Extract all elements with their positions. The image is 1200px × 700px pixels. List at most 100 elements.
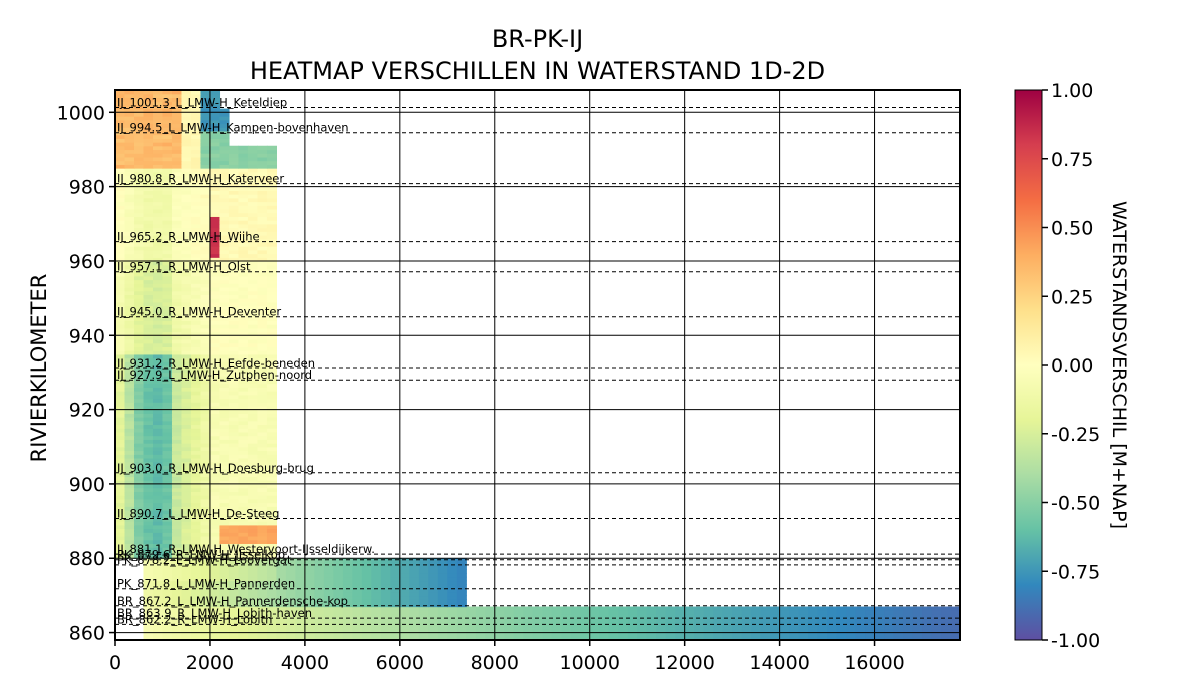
heatmap-cell [238,584,249,589]
heatmap-cell [200,576,211,582]
heatmap-cell [238,338,249,344]
heatmap-cell [171,606,183,611]
heatmap-cell [124,312,135,318]
heatmap-cell [171,495,183,500]
heatmap-cell [789,617,800,623]
heatmap-cell [115,528,126,533]
heatmap-cell [190,576,202,582]
heatmap-cell [893,625,904,630]
heatmap-cell [209,602,221,608]
heatmap-cell [485,610,496,615]
heatmap-cell [266,216,277,221]
heatmap-cell [181,164,192,169]
heatmap-cell [143,372,154,377]
heatmap-cell [266,205,277,210]
heatmap-cell [247,182,259,188]
heatmap-cell [257,561,268,567]
heatmap-cell [475,606,486,611]
heatmap-cell [437,636,448,641]
heatmap-cell [162,238,173,243]
heatmap-cell [257,528,268,533]
heatmap-cell [152,595,164,600]
heatmap-cell [209,632,221,637]
heatmap-cell [115,142,126,147]
heatmap-cell [209,450,221,455]
heatmap-cell [238,372,249,377]
heatmap-cell [200,413,211,418]
heatmap-cell [171,104,183,110]
heatmap-cell [950,628,961,634]
heatmap-cell [266,532,277,537]
heatmap-cell [257,268,268,273]
heatmap-cell [219,153,230,158]
heatmap-cell [247,249,259,255]
heatmap-cell [181,491,192,496]
heatmap-cell [152,450,164,455]
heatmap-cell [228,320,240,325]
heatmap-cell [342,591,353,597]
heatmap-cell [190,573,202,578]
heatmap-cell [200,97,211,102]
heatmap-cell [124,171,135,177]
heatmap-cell [247,558,259,563]
heatmap-cell [133,435,145,440]
heatmap-cell [266,550,277,556]
heatmap-cell [238,149,249,154]
heatmap-cell [380,565,391,570]
heatmap-cell [171,253,183,258]
heatmap-cell [342,587,353,593]
heatmap-cell [428,628,439,634]
heatmap-cell [162,524,173,530]
heatmap-cell [124,116,135,121]
heatmap-cell [219,331,230,336]
heatmap-cell [342,613,353,619]
heatmap-cell [200,379,211,385]
heatmap-cell [181,253,192,258]
heatmap-cell [238,398,249,403]
heatmap-cell [171,521,183,526]
heatmap-cell [247,231,259,236]
heatmap-cell [276,632,287,637]
heatmap-cell [181,93,192,99]
heatmap-cell [551,632,562,637]
heatmap-cell [257,350,268,355]
heatmap-cell [133,283,145,288]
heatmap-cell [760,625,771,630]
heatmap-cell [371,602,382,608]
heatmap-cell [238,283,249,288]
heatmap-cell [152,264,164,269]
heatmap-cell [190,524,202,530]
heatmap-cell [152,338,164,344]
heatmap-cell [817,632,828,637]
heatmap-cell [152,275,164,281]
heatmap-cell [428,621,439,626]
heatmap-cell [152,101,164,106]
heatmap-cell [228,298,240,303]
heatmap-cell [285,569,296,574]
heatmap-cell [143,550,154,556]
heatmap-cell [152,539,164,544]
heatmap-cell [152,116,164,121]
heatmap-cell [162,205,173,210]
heatmap-cell [266,272,277,277]
heatmap-cell [162,443,173,448]
heatmap-cell [200,335,211,340]
heatmap-cell [162,498,173,504]
heatmap-cell [618,613,629,619]
heatmap-cell [323,591,334,597]
heatmap-cell [713,636,724,641]
heatmap-cell [181,294,192,299]
heatmap-cell [266,309,277,314]
heatmap-cell [266,535,277,541]
heatmap-cell [171,554,183,559]
heatmap-cell [266,175,277,180]
heatmap-cell [190,413,202,418]
heatmap-cell [152,283,164,288]
heatmap-cell [257,547,268,552]
heatmap-cell [133,212,145,217]
heatmap-cell [684,632,695,637]
heatmap-cell [228,457,240,463]
heatmap-cell [922,613,933,619]
heatmap-cell [200,260,211,266]
heatmap-cell [266,469,277,474]
